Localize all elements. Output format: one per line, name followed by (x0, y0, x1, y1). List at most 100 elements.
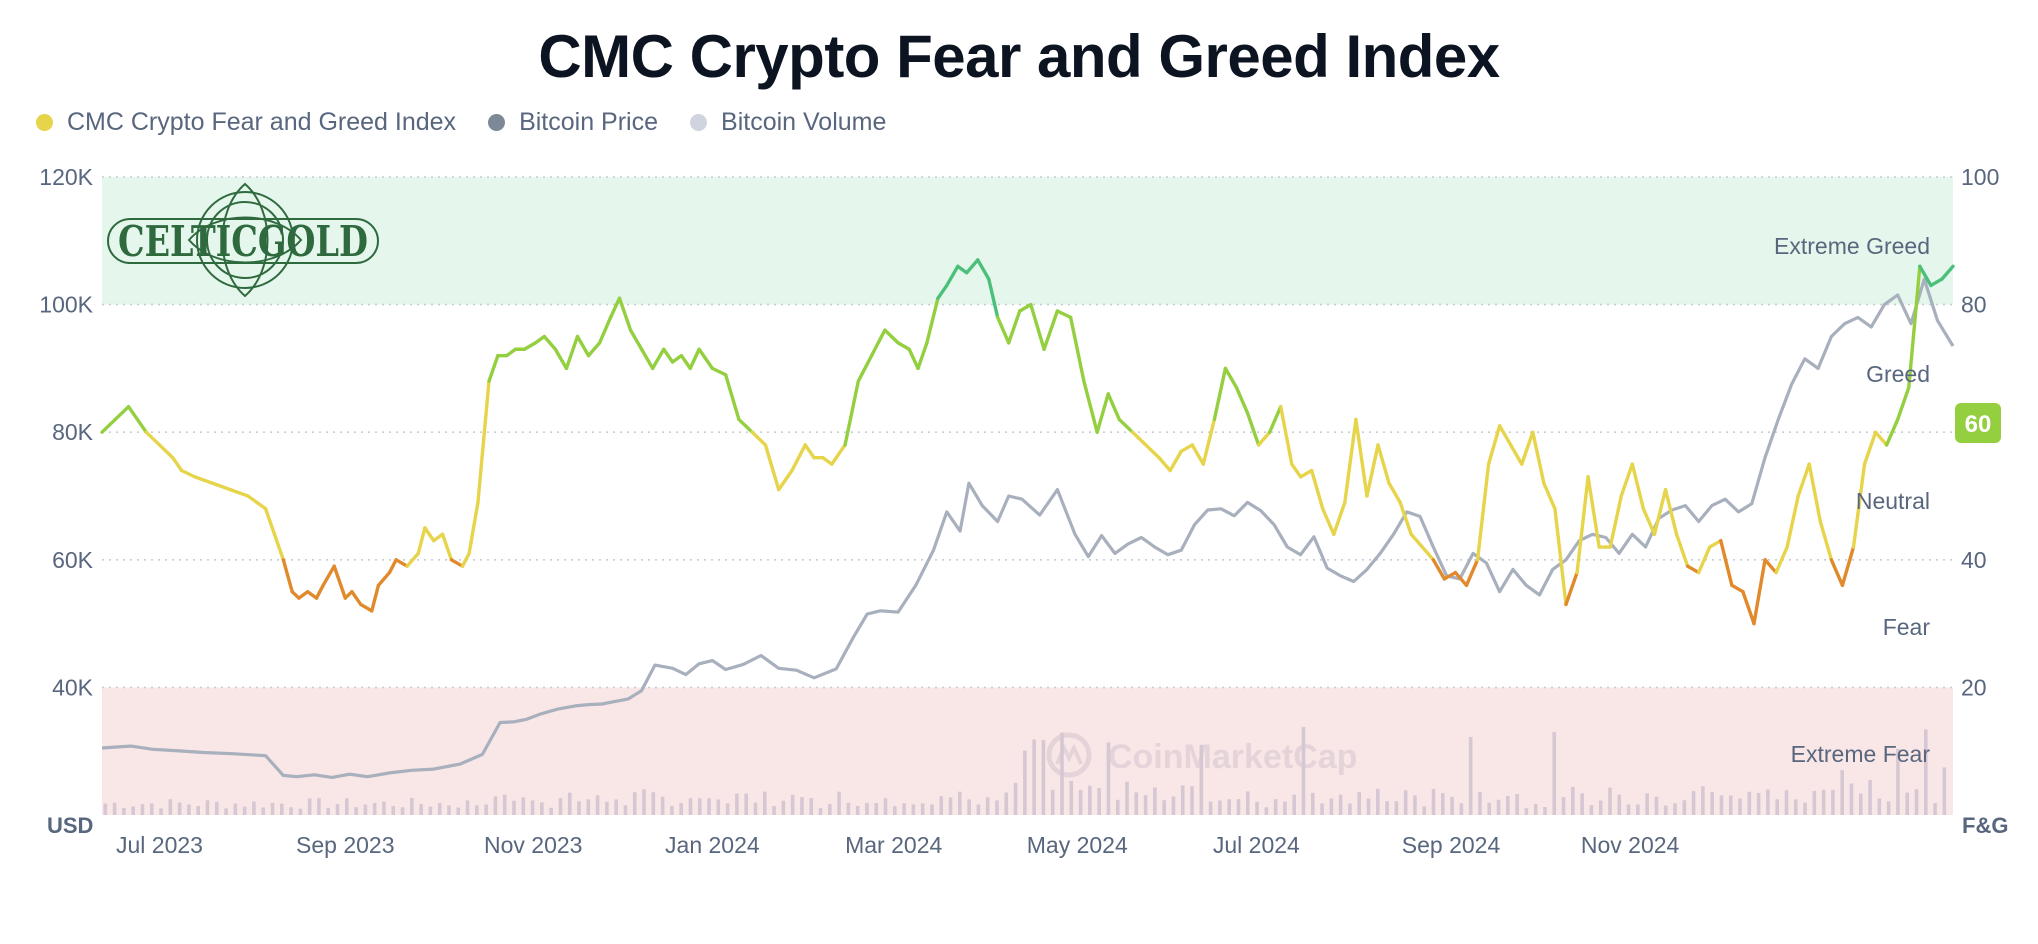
volume-bar (159, 808, 163, 815)
fear-greed-segment (1332, 500, 1347, 536)
volume-bar (837, 791, 841, 815)
legend-label: CMC Crypto Fear and Greed Index (67, 108, 457, 136)
fear-greed-segment (246, 494, 268, 511)
zone-band-extreme-fear (102, 687, 1953, 815)
volume-bar (1264, 807, 1269, 815)
volume-bar (1840, 770, 1845, 815)
right-axis-tick-label: 80 (1961, 292, 1987, 318)
volume-bar (1283, 801, 1287, 815)
fear-greed-segment (608, 296, 622, 320)
fear-greed-segment (394, 558, 409, 568)
celtic-ring-icon (206, 201, 284, 279)
volume-bar (289, 807, 293, 815)
volume-bar (1598, 800, 1603, 815)
fear-greed-segment (113, 404, 131, 422)
fear-greed-segment (193, 475, 215, 485)
volume-bar (1719, 795, 1724, 815)
volume-bar (298, 808, 303, 815)
volume-bar (1673, 803, 1677, 815)
fear-greed-segment (670, 353, 684, 364)
fear-greed-segment (662, 347, 675, 364)
celticgold-logo: CELTICGOLD (107, 182, 379, 298)
legend-dot-icon (690, 114, 708, 131)
watermark: CoinMarketCap (1046, 732, 1357, 778)
volume-bar (558, 798, 563, 815)
fear-greed-segment (575, 334, 591, 358)
volume-bar (1236, 799, 1241, 815)
fear-greed-segment (907, 347, 920, 371)
fear-greed-segment (332, 564, 347, 600)
fear-greed-segment (1884, 417, 1900, 447)
fear-greed-segment (350, 590, 363, 607)
volume-bars (103, 726, 1947, 815)
legend: CMC Crypto Fear and Greed Index Bitcoin … (36, 108, 886, 137)
volume-bar (939, 796, 944, 815)
zone-label-extreme-fear: Extreme Fear (1791, 741, 1931, 767)
volume-bar (660, 796, 665, 815)
fear-greed-segment (1409, 532, 1424, 549)
volume-bar (335, 804, 340, 815)
volume-bar (1812, 790, 1817, 815)
fear-greed-segment (1029, 302, 1046, 351)
fear-greed-segment (1309, 468, 1325, 511)
zone-label-fear: Fear (1883, 614, 1931, 640)
volume-bar (307, 798, 312, 815)
volume-bar (177, 802, 182, 815)
volume-bar (1571, 786, 1575, 815)
watermark-text: CoinMarketCap (1108, 738, 1357, 776)
volume-bar (1385, 801, 1389, 815)
volume-bar (122, 807, 126, 815)
fear-greed-segment (1082, 379, 1099, 434)
volume-bar (1227, 799, 1231, 815)
volume-bar (1310, 792, 1315, 815)
legend-item-bitcoin-volume[interactable]: Bitcoin Volume (690, 108, 886, 137)
fear-greed-segment (936, 283, 949, 300)
volume-bar (595, 795, 600, 815)
fear-greed-segment (617, 296, 633, 332)
volume-bar (1115, 799, 1120, 815)
fear-greed-segment (1896, 385, 1911, 422)
fear-greed-segment (1774, 545, 1789, 575)
fear-greed-segment (387, 558, 398, 575)
fear-greed-segment (1212, 366, 1228, 422)
fear-greed-segment (1267, 404, 1283, 434)
volume-bar (1821, 789, 1826, 815)
volume-bar (214, 801, 219, 815)
volume-bar (818, 808, 823, 815)
fear-greed-segment (1055, 309, 1073, 320)
volume-bar (1923, 729, 1928, 815)
volume-bar (1747, 791, 1752, 815)
fear-greed-segment (1862, 430, 1878, 466)
legend-item-fear-greed[interactable]: CMC Crypto Fear and Greed Index (36, 108, 456, 137)
volume-bar (437, 802, 442, 815)
fear-greed-segment (1376, 443, 1391, 485)
volume-bar (855, 805, 860, 815)
volume-bar (1375, 788, 1380, 815)
volume-bar (1357, 792, 1362, 815)
volume-bar (1905, 792, 1910, 815)
fear-greed-segment (1851, 462, 1867, 549)
fear-greed-segment (1453, 570, 1469, 588)
volume-bar (781, 800, 786, 815)
fear-greed-segment (1431, 558, 1447, 581)
fear-greed-segment (925, 296, 940, 345)
volume-bar (1403, 790, 1408, 815)
volume-bar (1088, 785, 1092, 815)
legend-item-bitcoin-price[interactable]: Bitcoin Price (488, 108, 658, 137)
volume-bar (679, 803, 683, 815)
logo-text: CELTICGOLD (118, 217, 368, 266)
volume-bar (242, 806, 247, 815)
volume-bar (1032, 739, 1036, 815)
volume-bar (1004, 792, 1009, 815)
fear-greed-segment (157, 443, 175, 460)
left-axis-tick-label: 100K (39, 292, 93, 318)
volume-bar (1636, 804, 1640, 815)
fear-greed-segment (1223, 366, 1239, 390)
fear-greed-segment (1564, 570, 1579, 607)
fear-greed-segment (1685, 564, 1701, 575)
volume-bar (521, 797, 526, 815)
volume-bar (948, 797, 953, 815)
volume-bar (1617, 794, 1622, 815)
volume-bar (530, 800, 535, 815)
fear-greed-segment (1398, 500, 1413, 536)
